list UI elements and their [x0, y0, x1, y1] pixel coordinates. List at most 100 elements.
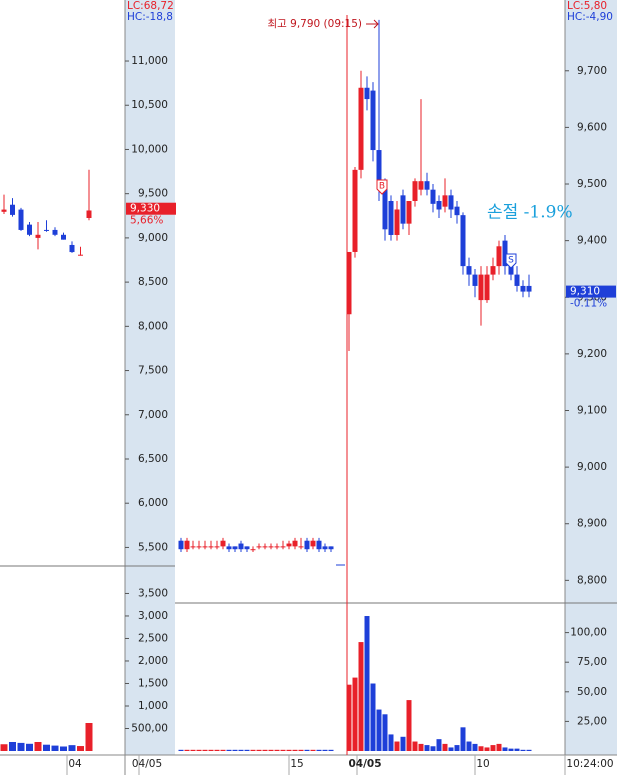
candle-body — [10, 204, 15, 215]
volume-bar — [454, 745, 460, 751]
candle-body — [478, 274, 484, 301]
volume-bar — [60, 746, 67, 751]
header-label: HC:-4,90 — [567, 11, 613, 23]
volume-bar — [196, 749, 202, 751]
volume-bar — [34, 741, 42, 751]
volume-bar — [208, 749, 214, 751]
candle-body — [352, 169, 358, 252]
stop-loss-note: 손절 -1.9% — [487, 203, 573, 223]
y-tick-label: 9,000 — [138, 232, 168, 244]
volume-bar — [51, 745, 59, 751]
candle-body — [376, 150, 382, 185]
candle-body — [328, 546, 334, 550]
y-tick-label: 9,100 — [577, 404, 607, 416]
volume-bar — [424, 745, 430, 751]
volume-bar — [406, 700, 412, 751]
candle-body — [508, 266, 514, 275]
volume-bar — [202, 749, 208, 751]
candle-body — [388, 201, 394, 235]
volume-bar — [214, 749, 220, 751]
candle-body — [310, 540, 316, 547]
candle-body — [496, 246, 502, 267]
signal-label: S — [508, 256, 514, 266]
y-tick-label: 6,500 — [138, 453, 168, 465]
candle-body — [346, 251, 352, 315]
volume-bar — [85, 723, 93, 751]
volume-bar — [286, 749, 292, 751]
time-label: 04/05 — [132, 758, 162, 770]
volume-bar — [178, 749, 184, 751]
volume-bar — [394, 741, 400, 751]
candle-body — [178, 540, 184, 550]
candle-body — [442, 195, 448, 207]
candle-body — [406, 201, 412, 224]
volume-bar — [220, 749, 226, 751]
y-tick-label: 9,200 — [577, 348, 607, 360]
candle-body — [268, 546, 274, 548]
candle-body — [430, 189, 436, 204]
header-label: HC:-18,8 — [127, 11, 173, 23]
candle-body — [208, 546, 214, 548]
volume-bar — [490, 745, 496, 751]
volume-bar — [520, 749, 526, 751]
volume-bar — [352, 677, 358, 751]
last-price-box — [566, 285, 616, 298]
volume-bar — [400, 736, 406, 751]
volume-bar — [370, 683, 376, 751]
candle-body — [364, 87, 370, 100]
volume-bar — [274, 749, 280, 751]
time-label: 10 — [476, 758, 489, 770]
signal-marker — [376, 179, 388, 195]
volume-bar — [190, 749, 196, 751]
y-tick-label: 7,000 — [138, 409, 168, 421]
y-tick-label: 50,00 — [577, 686, 607, 698]
volume-bar — [502, 747, 508, 751]
candle-body — [202, 546, 208, 548]
candle-body — [502, 240, 508, 267]
y-tick-label: 8,000 — [138, 320, 168, 332]
volume-bar — [226, 749, 232, 751]
change-label: 5,66% — [130, 215, 163, 227]
candle-body — [460, 215, 466, 267]
y-tick-label: 9,000 — [577, 461, 607, 473]
y-tick-label: 2,500 — [138, 632, 168, 644]
candle-body — [322, 546, 328, 550]
y-tick-label: 9,500 — [138, 188, 168, 200]
volume-bar — [26, 743, 33, 751]
candle-body — [520, 285, 526, 292]
candle-body — [61, 234, 66, 240]
last-price-label: 9,310 — [570, 286, 600, 298]
candle-body — [292, 540, 298, 547]
candle-body — [27, 224, 32, 235]
volume-bar — [526, 749, 532, 751]
candle-body — [69, 244, 75, 253]
candle-body — [472, 274, 478, 286]
y-tick-label: 8,800 — [577, 574, 607, 586]
volume-bar — [442, 743, 448, 751]
candle-body — [226, 546, 232, 550]
volume-bar — [322, 749, 328, 751]
y-tick-label: 500,00 — [131, 722, 168, 734]
volume-bar — [412, 741, 418, 751]
right-axis-panel — [565, 0, 617, 755]
candle-body — [448, 195, 454, 210]
candle-body — [358, 87, 364, 170]
volume-bar — [238, 749, 244, 751]
left-axis-panel — [125, 0, 175, 755]
y-tick-label: 25,00 — [577, 715, 607, 727]
y-tick-label: 8,500 — [138, 276, 168, 288]
candle-body — [44, 229, 49, 231]
y-tick-label: 9,400 — [577, 235, 607, 247]
y-tick-label: 11,000 — [131, 55, 168, 67]
y-tick-label: 6,000 — [138, 497, 168, 509]
candle-body — [78, 254, 83, 256]
volume-bar — [244, 749, 250, 751]
y-tick-label: 9,700 — [577, 65, 607, 77]
y-tick-label: 10,500 — [131, 99, 168, 111]
y-tick-label: 10,000 — [131, 143, 168, 155]
candle-body — [316, 540, 322, 550]
candle-body — [184, 540, 190, 550]
volume-bar — [316, 749, 322, 751]
candle-body — [484, 274, 490, 301]
